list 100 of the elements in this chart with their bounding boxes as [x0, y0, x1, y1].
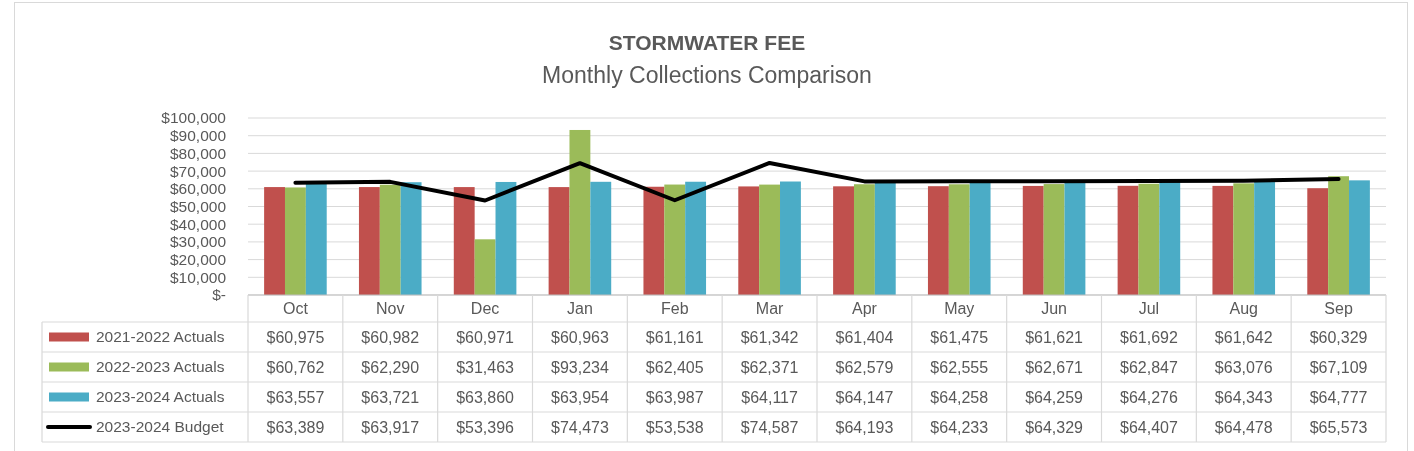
data-label: $67,109 — [1309, 358, 1368, 376]
data-label: $62,290 — [361, 358, 420, 376]
data-label: $61,692 — [1119, 328, 1178, 346]
data-label: $60,975 — [266, 328, 325, 346]
bar — [1328, 176, 1350, 295]
y-tick-label: $10,000 — [169, 268, 227, 286]
data-label: $62,847 — [1119, 358, 1178, 376]
data-label: $62,671 — [1025, 358, 1084, 376]
data-label: $62,579 — [835, 358, 894, 376]
data-label: $64,258 — [930, 388, 989, 406]
data-label: $64,329 — [1025, 418, 1084, 436]
bar — [664, 184, 686, 295]
bar — [927, 186, 949, 295]
bar — [264, 187, 285, 295]
bar — [853, 184, 875, 295]
data-label: $63,917 — [361, 418, 420, 436]
line-series — [293, 160, 1341, 203]
data-label: $64,147 — [835, 388, 894, 406]
bar — [685, 181, 707, 295]
data-label: $64,276 — [1119, 388, 1178, 406]
bar — [874, 181, 896, 295]
data-label: $63,860 — [456, 388, 515, 406]
data-label: $62,371 — [740, 358, 799, 376]
bar — [548, 187, 570, 295]
data-label: $64,259 — [1025, 388, 1084, 406]
data-label: $53,396 — [456, 418, 515, 436]
data-label: $93,234 — [550, 358, 609, 376]
bar — [1117, 185, 1139, 295]
data-label: $60,982 — [361, 328, 420, 346]
bar — [1212, 185, 1234, 295]
data-label: $62,405 — [645, 358, 704, 376]
bar — [305, 182, 327, 295]
data-label: $60,329 — [1309, 328, 1368, 346]
data-label: $60,762 — [266, 358, 325, 376]
legend-label: 2021-2022 Actuals — [96, 328, 225, 346]
bar — [969, 181, 991, 295]
x-tick-label: Feb — [660, 300, 689, 318]
bar — [358, 187, 380, 295]
data-label: $61,404 — [835, 328, 894, 346]
y-tick-label: $100,000 — [161, 109, 227, 127]
data-label: $63,076 — [1214, 358, 1273, 376]
chart-title: STORMWATER FEE — [608, 31, 806, 54]
bar — [590, 181, 612, 295]
data-label: $65,573 — [1309, 418, 1368, 436]
bar — [495, 181, 517, 295]
y-tick-label: $70,000 — [169, 162, 227, 180]
data-label: $74,473 — [550, 418, 609, 436]
bar — [474, 239, 496, 295]
bar — [284, 187, 306, 295]
bar — [1349, 180, 1370, 295]
bar — [1138, 183, 1160, 295]
data-label: $64,117 — [741, 388, 799, 406]
bar — [759, 184, 781, 295]
legend-label: 2023-2024 Budget — [96, 418, 225, 436]
x-tick-label: Mar — [755, 300, 785, 318]
bar — [453, 187, 475, 295]
bar — [780, 181, 801, 295]
y-tick-label: $80,000 — [169, 144, 227, 162]
y-tick-label: $90,000 — [169, 127, 227, 145]
data-label: $61,342 — [740, 328, 799, 346]
bar — [1043, 184, 1065, 295]
bar — [1233, 183, 1255, 295]
x-tick-label: Nov — [376, 300, 405, 318]
bar — [738, 186, 760, 295]
bar — [948, 184, 970, 295]
x-tick-label: Oct — [282, 300, 309, 318]
data-label: $64,193 — [835, 418, 894, 436]
y-tick-label: $- — [212, 286, 226, 304]
data-label: $64,777 — [1309, 388, 1368, 406]
bar — [1307, 188, 1329, 295]
y-tick-label: $50,000 — [169, 197, 227, 215]
data-label: $64,343 — [1214, 388, 1273, 406]
bar — [833, 186, 854, 295]
bar — [1159, 181, 1181, 295]
bar — [1064, 181, 1086, 295]
x-tick-label: Dec — [470, 300, 500, 318]
y-tick-label: $60,000 — [169, 180, 227, 198]
y-tick-label: $30,000 — [169, 233, 227, 251]
x-tick-label: Apr — [851, 300, 878, 318]
data-label: $31,463 — [456, 358, 515, 376]
chart-subtitle: Monthly Collections Comparison — [542, 62, 872, 88]
bar — [1254, 181, 1276, 295]
legend-label: 2022-2023 Actuals — [96, 358, 225, 376]
y-tick-label: $40,000 — [169, 215, 227, 233]
bar — [643, 186, 665, 295]
data-label: $64,233 — [930, 418, 989, 436]
data-label: $61,475 — [930, 328, 989, 346]
data-label: $60,963 — [550, 328, 609, 346]
x-tick-label: Sep — [1324, 300, 1353, 318]
bar — [1022, 185, 1044, 295]
bar — [400, 182, 422, 295]
x-tick-label: Jan — [567, 300, 593, 318]
x-tick-label: Aug — [1229, 300, 1258, 318]
data-label: $61,642 — [1214, 328, 1273, 346]
y-tick-label: $20,000 — [169, 251, 227, 269]
x-tick-label: May — [944, 300, 975, 318]
data-label: $74,587 — [740, 418, 799, 436]
data-label: $63,389 — [266, 418, 325, 436]
data-label: $63,987 — [645, 388, 704, 406]
x-tick-label: Jun — [1041, 300, 1067, 318]
